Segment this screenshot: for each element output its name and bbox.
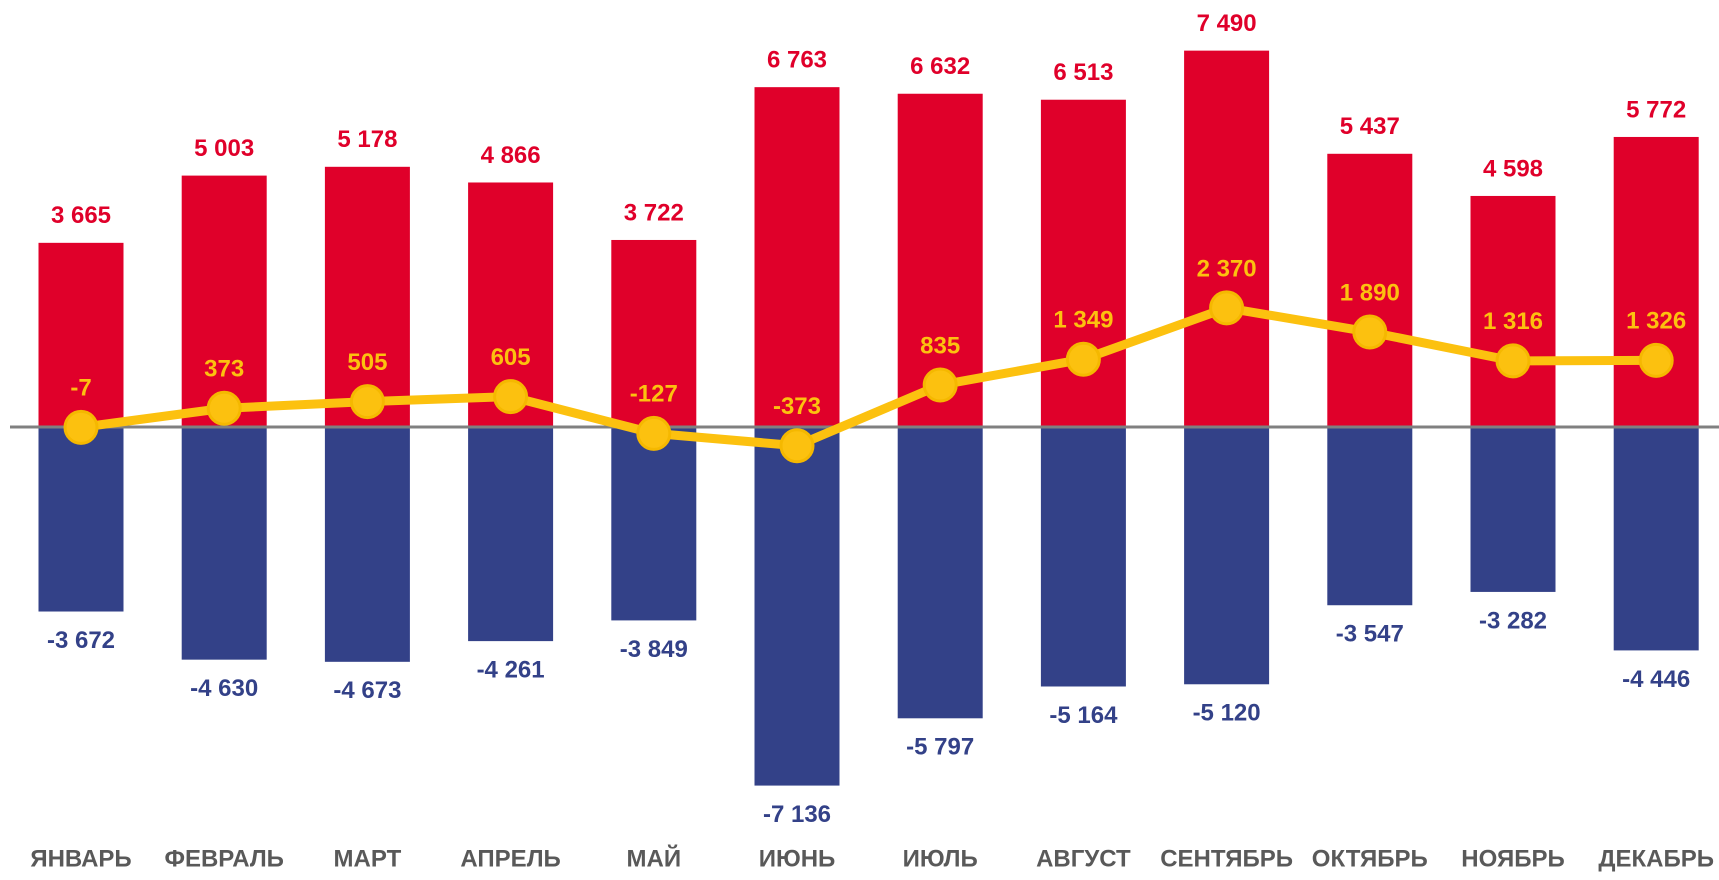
bar — [1613, 136, 1699, 427]
data-label: -7 — [70, 375, 91, 402]
x-tick-label: НОЯБРЬ — [1461, 845, 1564, 872]
line-marker — [1209, 290, 1245, 326]
line-marker — [349, 384, 385, 420]
data-label: 605 — [491, 344, 531, 371]
data-label: 835 — [920, 332, 960, 359]
data-label: 6 513 — [1053, 59, 1113, 86]
bar — [611, 427, 697, 621]
bar — [1184, 50, 1270, 427]
line-marker — [636, 415, 672, 451]
bar — [1040, 427, 1126, 687]
bar — [754, 427, 840, 786]
x-tick-label: ИЮНЬ — [759, 845, 836, 872]
data-label: 1 890 — [1340, 279, 1400, 306]
data-label: 5 178 — [337, 126, 397, 153]
data-label: 1 326 — [1626, 308, 1686, 335]
data-label: -4 630 — [190, 675, 258, 702]
bar — [1470, 195, 1556, 427]
line-marker — [779, 428, 815, 464]
x-tick-label: ДЕКАБРЬ — [1598, 845, 1714, 872]
bar — [38, 427, 124, 612]
data-label: -5 164 — [1049, 702, 1118, 729]
data-label: 6 763 — [767, 47, 827, 74]
bar — [1613, 427, 1699, 651]
bar — [324, 427, 410, 662]
data-label: -3 672 — [47, 627, 115, 654]
line-marker — [1638, 342, 1674, 378]
data-label: 3 665 — [51, 202, 111, 229]
data-label: 373 — [204, 356, 244, 383]
x-tick-label: АПРЕЛЬ — [460, 845, 560, 872]
bar — [181, 175, 267, 427]
line-marker — [1495, 343, 1531, 379]
data-label: 4 866 — [481, 142, 541, 169]
data-label: 1 349 — [1053, 307, 1113, 334]
bar — [754, 87, 840, 428]
data-label: -3 282 — [1479, 607, 1547, 634]
x-tick-label: МАЙ — [627, 844, 682, 872]
data-label: -3 547 — [1336, 621, 1404, 648]
data-label: 1 316 — [1483, 308, 1543, 335]
bar — [1040, 99, 1126, 428]
data-label: -5 120 — [1193, 700, 1261, 727]
data-label: -373 — [773, 393, 821, 420]
bar — [1327, 153, 1413, 427]
line-marker — [1065, 341, 1101, 377]
x-tick-label: ЯНВАРЬ — [30, 845, 131, 872]
line-marker — [922, 367, 958, 403]
data-label: -3 849 — [620, 636, 688, 663]
data-label: 7 490 — [1197, 10, 1257, 37]
bar — [1470, 427, 1556, 592]
line — [80, 303, 1657, 451]
data-label: 5 772 — [1626, 96, 1686, 123]
data-label: 5 437 — [1340, 113, 1400, 140]
line-marker — [1352, 314, 1388, 350]
bar — [1184, 427, 1270, 685]
data-label: 505 — [347, 349, 387, 376]
x-tick-label: ИЮЛЬ — [903, 845, 978, 872]
data-label: 4 598 — [1483, 155, 1543, 182]
x-tick-label: ФЕВРАЛЬ — [164, 845, 283, 872]
data-label: -5 797 — [906, 734, 974, 761]
data-label: -7 136 — [763, 801, 831, 828]
x-tick-label: ОКТЯБРЬ — [1312, 845, 1428, 872]
bar — [324, 166, 410, 428]
data-label: 5 003 — [194, 135, 254, 162]
bar — [468, 427, 554, 642]
x-tick-label: СЕНТЯБРЬ — [1160, 845, 1293, 872]
data-label: 6 632 — [910, 53, 970, 80]
data-label: 2 370 — [1197, 255, 1257, 282]
x-tick-label: МАРТ — [334, 845, 402, 872]
line-marker — [206, 390, 242, 426]
bar — [38, 242, 124, 427]
bar — [611, 239, 697, 427]
line-marker — [493, 379, 529, 415]
data-label: -4 673 — [333, 677, 401, 704]
bar — [897, 427, 983, 719]
data-label: -4 446 — [1622, 666, 1690, 693]
data-label: 3 722 — [624, 199, 684, 226]
bar — [181, 427, 267, 660]
x-tick-label: АВГУСТ — [1036, 845, 1131, 872]
data-label: -127 — [630, 381, 678, 408]
bar — [1327, 427, 1413, 606]
data-label: -4 261 — [477, 656, 545, 683]
line-marker — [63, 409, 99, 445]
